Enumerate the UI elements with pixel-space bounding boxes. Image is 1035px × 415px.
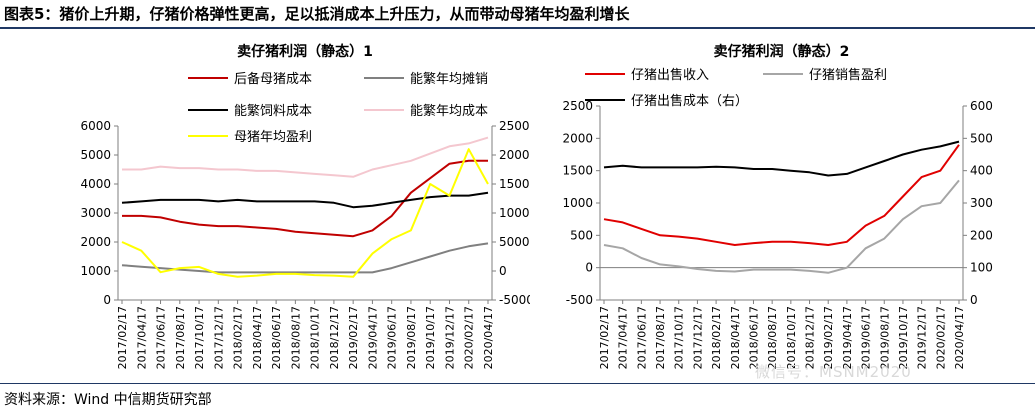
x-tick-label: 2019/10/17 [897, 306, 910, 369]
y-left-tick-label: 2000 [562, 131, 593, 145]
series-line-3 [121, 191, 489, 209]
x-tick-label: 2019/08/17 [405, 306, 418, 369]
x-tick-label: 2018/02/17 [232, 306, 245, 369]
x-tick-label: 2017/12/17 [691, 306, 704, 369]
y-right-tick-label: 0 [970, 293, 978, 307]
x-tick-label: 2020/04/17 [953, 306, 966, 369]
x-tick-label: 2017/08/17 [174, 306, 187, 369]
y-left-tick-label: 500 [570, 228, 593, 242]
x-tick-label: 2019/02/17 [822, 306, 835, 369]
legend-label: 仔猪出售收入 [631, 67, 709, 83]
y-left-tick-label: 2500 [562, 99, 593, 113]
x-tick-label: 2017/02/17 [598, 306, 611, 369]
legend-label: 能繁饲料成本 [234, 103, 312, 119]
y-right-tick-label: 600 [970, 99, 993, 113]
x-tick-label: 2019/10/17 [424, 306, 437, 369]
legend-label: 仔猪出售成本（右） [631, 93, 748, 109]
y-left-tick-label: 6000 [80, 119, 111, 133]
y-left-tick-label: 3000 [80, 206, 111, 220]
x-tick-label: 2017/12/17 [212, 306, 225, 369]
legend-label: 能繁年均摊销 [410, 71, 488, 87]
x-tick-label: 2019/12/17 [916, 306, 929, 369]
y-left-tick-label: 1000 [80, 264, 111, 278]
x-tick-label: 2019/06/17 [860, 306, 873, 369]
y-right-tick-label: 300 [970, 196, 993, 210]
y-left-tick-label: 1500 [562, 164, 593, 178]
y-right-tick-label: 500 [970, 131, 993, 145]
x-tick-label: 2019/02/17 [347, 306, 360, 369]
x-tick-label: 2017/04/17 [617, 306, 630, 369]
series-line-2 [603, 179, 960, 274]
x-tick-label: 2018/08/17 [289, 306, 302, 369]
y-left-tick-label: 5000 [80, 148, 111, 162]
x-tick-label: 2017/10/17 [193, 306, 206, 369]
x-tick-label: 2020/02/17 [463, 306, 476, 369]
x-tick-label: 2019/06/17 [386, 306, 399, 369]
y-right-tick-label: -5000 [499, 293, 530, 307]
x-tick-label: 2018/04/17 [251, 306, 264, 369]
y-right-tick-label: 20000 [499, 148, 530, 162]
y-left-tick-label: 1000 [562, 196, 593, 210]
y-left-tick-label: 0 [585, 261, 593, 275]
series-line-2 [121, 242, 489, 274]
y-left-tick-label: 0 [103, 293, 111, 307]
x-tick-label: 2019/04/17 [841, 306, 854, 369]
y-right-tick-label: 10000 [499, 206, 530, 220]
y-right-tick-label: 200 [970, 228, 993, 242]
y-right-tick-label: 0 [499, 264, 507, 278]
x-tick-label: 2020/02/17 [934, 306, 947, 369]
series-line-3 [603, 140, 960, 177]
legend-label: 后备母猪成本 [234, 71, 312, 87]
x-tick-label: 2019/04/17 [366, 306, 379, 369]
y-left-tick-label: -500 [566, 293, 593, 307]
x-tick-label: 2019/12/17 [443, 306, 456, 369]
legend-label: 仔猪销售盈利 [809, 67, 887, 83]
x-tick-label: 2017/02/17 [116, 306, 129, 369]
chart-title: 卖仔猪利润（静态）2 [714, 43, 850, 60]
x-tick-label: 2017/08/17 [654, 306, 667, 369]
legend-label: 母猪年均盈利 [234, 130, 312, 145]
series-line-4 [122, 136, 489, 178]
x-tick-label: 2017/06/17 [155, 306, 168, 369]
x-tick-label: 2018/06/17 [747, 306, 760, 369]
x-tick-label: 2018/12/17 [328, 306, 341, 369]
x-tick-label: 2019/08/17 [878, 306, 891, 369]
y-right-tick-label: 400 [970, 164, 993, 178]
x-tick-label: 2017/10/17 [673, 306, 686, 369]
y-right-tick-label: 15000 [499, 177, 530, 191]
series-line-1 [603, 144, 960, 246]
x-tick-label: 2018/10/17 [309, 306, 322, 369]
y-right-tick-label: 5000 [499, 235, 530, 249]
chart-2: 卖仔猪利润（静态）2 -500 0 500 1000 1500 2000 2500 0 100 20… [562, 43, 993, 369]
figure-title: 图表5：猪价上升期，仔猪价格弹性更高，足以抵消成本上升压力，从而带动母猪年均盈利… [4, 5, 630, 23]
y-right-tick-label: 100 [970, 261, 993, 275]
title-rule [0, 27, 1035, 29]
x-tick-label: 2018/04/17 [729, 306, 742, 369]
x-tick-label: 2018/06/17 [270, 306, 283, 369]
x-tick-label: 2017/04/17 [135, 306, 148, 369]
x-tick-label: 2018/08/17 [766, 306, 779, 369]
y-left-tick-label: 2000 [80, 235, 111, 249]
x-tick-label: 2017/06/17 [635, 306, 648, 369]
x-tick-label: 2018/12/17 [804, 306, 817, 369]
source-rule [0, 383, 1035, 384]
chart-1: 卖仔猪利润（静态）1 0 1000 2000 3000 4000 5000 6000 -500 0… [80, 43, 530, 369]
watermark: 微信号：MSNM2020 [755, 363, 912, 381]
series-line-5 [121, 148, 489, 278]
y-left-tick-label: 4000 [80, 177, 111, 191]
chart-title: 卖仔猪利润（静态）1 [237, 43, 373, 60]
legend-label: 能繁年均成本 [410, 103, 488, 119]
x-tick-label: 2018/02/17 [710, 306, 723, 369]
source-note: 资料来源：Wind 中信期货研究部 [4, 392, 212, 408]
x-tick-label: 2018/10/17 [785, 306, 798, 369]
x-tick-label: 2020/04/17 [482, 306, 495, 369]
series-line-1 [122, 159, 488, 238]
